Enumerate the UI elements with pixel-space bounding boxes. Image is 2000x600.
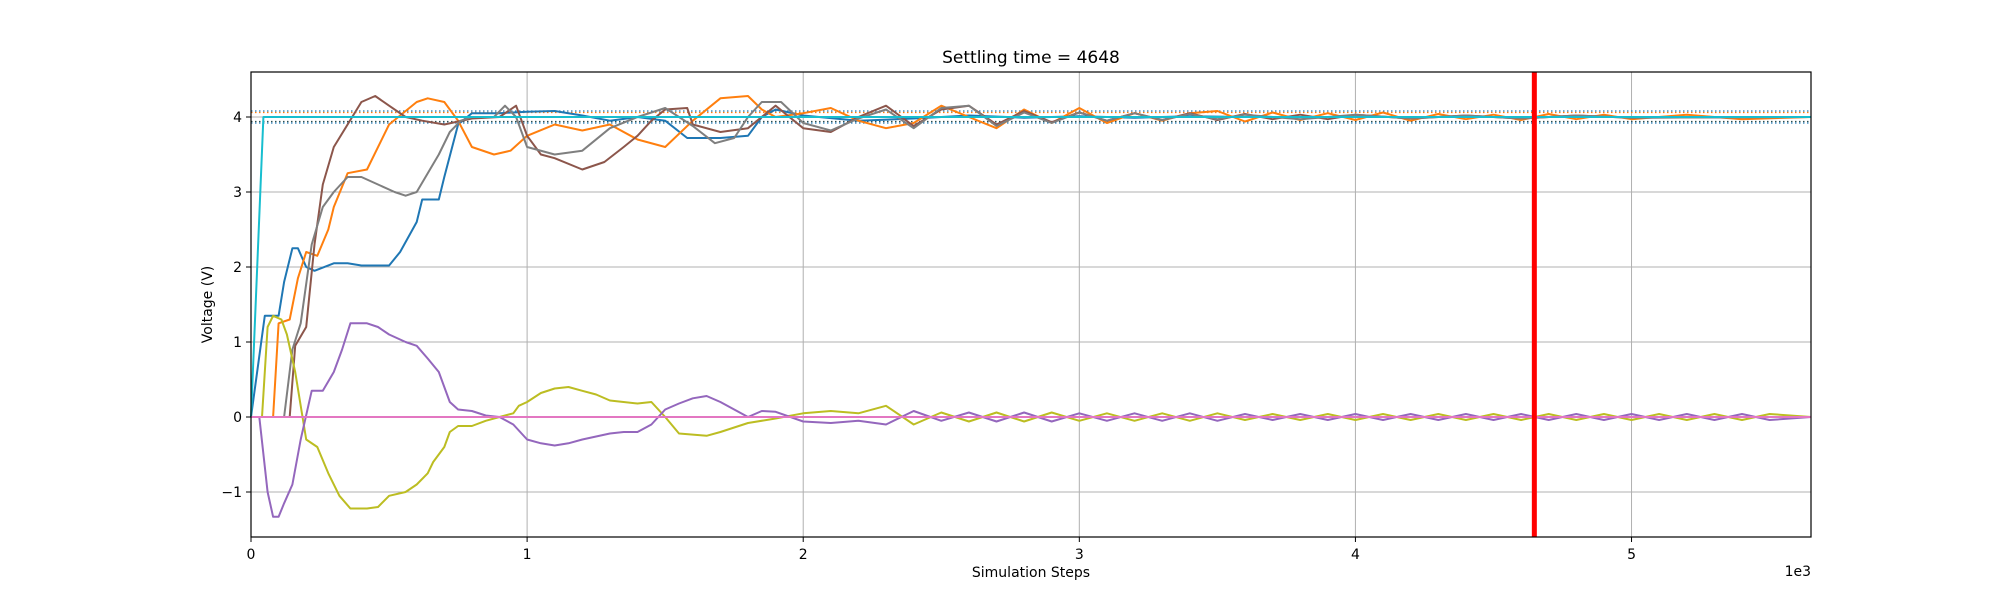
series-line [250, 108, 1811, 418]
series-line [251, 95, 1812, 418]
grid-lines [250, 72, 1811, 537]
chart-title: Settling time = 4648 [942, 48, 1120, 68]
x-tick-label: 3 [1075, 547, 1084, 563]
y-axis-label: Voltage (V) [200, 266, 216, 343]
y-tick-label: −1 [221, 485, 242, 501]
y-axis-ticks: −1 0 1 2 3 4 [221, 110, 251, 501]
y-tick-label: 3 [233, 185, 242, 201]
x-tick-label: 0 [247, 547, 256, 563]
series-lines [250, 95, 1812, 518]
series-line [250, 116, 1811, 418]
plot-frame [250, 71, 1812, 538]
series-line [251, 95, 1812, 418]
x-tick-label: 2 [799, 547, 808, 563]
y-tick-label: 1 [233, 335, 242, 351]
x-tick-label: 5 [1627, 547, 1636, 563]
y-tick-label: 4 [233, 110, 242, 126]
series-line [251, 314, 1812, 510]
x-tick-label: 4 [1351, 547, 1360, 563]
series-line [251, 101, 1812, 418]
x-axis-ticks: 0 1 2 3 4 5 [247, 537, 1636, 563]
x-axis-label: Simulation Steps [972, 565, 1090, 581]
y-tick-label: 0 [233, 410, 242, 426]
y-tick-label: 2 [233, 260, 242, 276]
x-axis-multiplier: 1e3 [1785, 564, 1811, 580]
x-tick-label: 1 [523, 547, 532, 563]
